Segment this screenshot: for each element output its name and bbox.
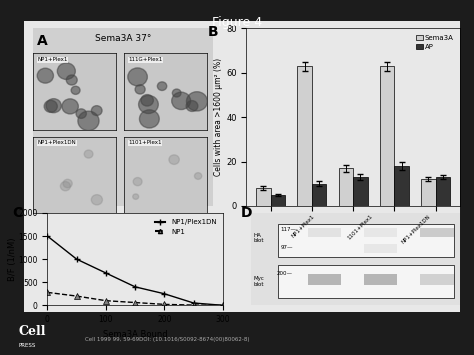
Circle shape bbox=[91, 106, 102, 115]
Bar bbox=[339, 168, 353, 206]
Text: B: B bbox=[208, 25, 219, 39]
FancyBboxPatch shape bbox=[308, 274, 341, 285]
Y-axis label: B/F (1/nM): B/F (1/nM) bbox=[8, 237, 17, 281]
Circle shape bbox=[57, 63, 75, 80]
Circle shape bbox=[60, 181, 71, 191]
Legend: NP1/Plex1DN, NP1: NP1/Plex1DN, NP1 bbox=[152, 217, 219, 237]
Text: 111G+Plex1: 111G+Plex1 bbox=[128, 57, 163, 62]
Circle shape bbox=[186, 92, 208, 111]
Bar bbox=[271, 195, 285, 206]
FancyBboxPatch shape bbox=[364, 228, 397, 237]
Text: 97—: 97— bbox=[281, 245, 293, 250]
Circle shape bbox=[139, 110, 159, 128]
Text: C: C bbox=[12, 206, 23, 220]
Text: 200—: 200— bbox=[276, 272, 292, 277]
Circle shape bbox=[172, 92, 191, 110]
Circle shape bbox=[133, 194, 139, 200]
Text: Myc
blot: Myc blot bbox=[253, 276, 264, 287]
Circle shape bbox=[78, 111, 99, 131]
Circle shape bbox=[91, 195, 102, 205]
FancyBboxPatch shape bbox=[420, 274, 454, 285]
FancyBboxPatch shape bbox=[278, 224, 454, 257]
Y-axis label: Cells with area >1600 µm² (%): Cells with area >1600 µm² (%) bbox=[214, 58, 223, 176]
Bar bbox=[436, 177, 450, 206]
Circle shape bbox=[71, 86, 80, 94]
Circle shape bbox=[173, 89, 181, 97]
Circle shape bbox=[128, 68, 147, 86]
Circle shape bbox=[169, 155, 179, 164]
Text: NP1+Plex1: NP1+Plex1 bbox=[291, 214, 316, 239]
Bar bbox=[297, 66, 312, 206]
Text: Cell: Cell bbox=[19, 326, 46, 338]
Legend: Sema3A, AP: Sema3A, AP bbox=[413, 32, 456, 53]
Text: HA
blot: HA blot bbox=[253, 233, 264, 243]
Text: D: D bbox=[241, 206, 252, 220]
Circle shape bbox=[194, 173, 202, 179]
Text: Figure 4: Figure 4 bbox=[212, 16, 262, 29]
Bar bbox=[380, 66, 394, 206]
Bar bbox=[394, 166, 409, 206]
Circle shape bbox=[37, 68, 54, 83]
Circle shape bbox=[44, 100, 57, 113]
Text: NP1+Plex1DN: NP1+Plex1DN bbox=[37, 141, 76, 146]
FancyBboxPatch shape bbox=[364, 244, 397, 253]
Circle shape bbox=[46, 99, 61, 113]
Circle shape bbox=[76, 109, 86, 118]
Bar bbox=[353, 177, 367, 206]
X-axis label: Sema3A Bound: Sema3A Bound bbox=[103, 329, 167, 339]
Bar bbox=[312, 184, 326, 206]
FancyBboxPatch shape bbox=[308, 228, 341, 237]
FancyBboxPatch shape bbox=[364, 274, 397, 285]
FancyBboxPatch shape bbox=[278, 265, 454, 298]
Text: PRESS: PRESS bbox=[19, 343, 36, 348]
Text: NP1+Plex1DN: NP1+Plex1DN bbox=[401, 214, 431, 245]
Circle shape bbox=[141, 94, 154, 106]
Circle shape bbox=[138, 95, 158, 114]
Circle shape bbox=[135, 85, 145, 94]
Circle shape bbox=[157, 82, 167, 91]
Circle shape bbox=[133, 178, 142, 186]
Circle shape bbox=[84, 150, 93, 158]
Bar bbox=[256, 188, 271, 206]
Circle shape bbox=[66, 75, 77, 85]
FancyBboxPatch shape bbox=[420, 228, 454, 237]
Text: A: A bbox=[37, 34, 47, 48]
Text: NP1+Plex1: NP1+Plex1 bbox=[37, 57, 68, 62]
Text: 1101+Plex1: 1101+Plex1 bbox=[128, 141, 162, 146]
Circle shape bbox=[62, 99, 78, 114]
Bar bbox=[421, 179, 436, 206]
Circle shape bbox=[186, 100, 198, 111]
Text: Sema3A 37°: Sema3A 37° bbox=[95, 34, 151, 43]
Text: Cell 1999 99, 59-69DOI: (10.1016/S0092-8674(00)80062-8): Cell 1999 99, 59-69DOI: (10.1016/S0092-8… bbox=[85, 337, 250, 342]
Text: 117—: 117— bbox=[281, 227, 296, 232]
Circle shape bbox=[63, 179, 72, 188]
Text: 1101+Plex1: 1101+Plex1 bbox=[346, 214, 374, 241]
